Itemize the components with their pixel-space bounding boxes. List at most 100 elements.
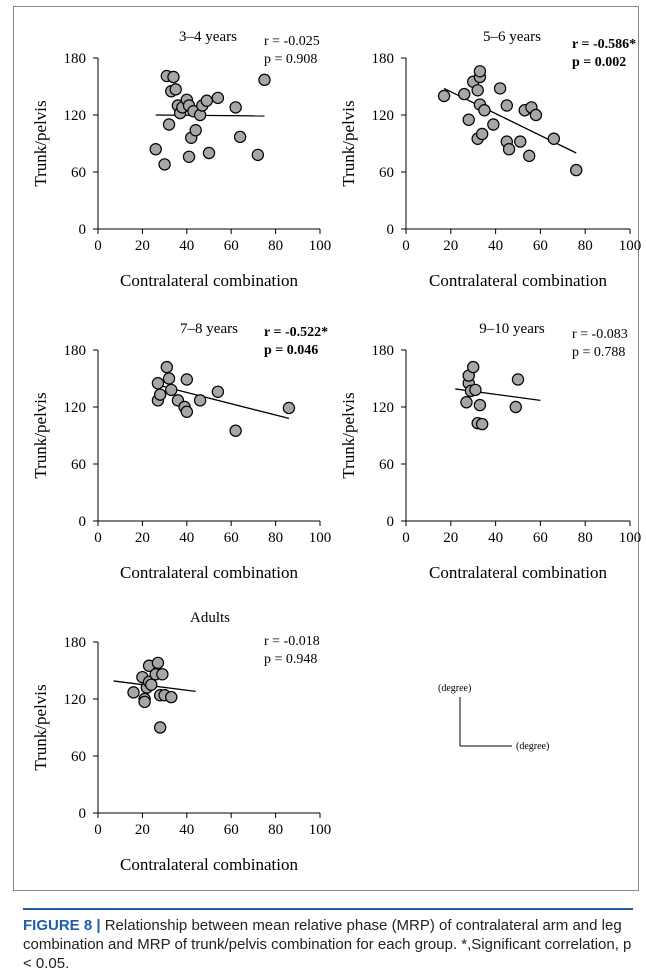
y-axis-label: Trunk/pelvis — [31, 100, 50, 186]
data-point — [182, 150, 196, 163]
data-point — [460, 396, 473, 409]
data-point — [467, 360, 480, 374]
x-tick-label: 40 — [488, 238, 503, 254]
data-point — [158, 158, 171, 171]
data-point — [251, 148, 265, 162]
y-tick-label: 180 — [64, 51, 87, 67]
data-point — [514, 135, 527, 148]
data-point — [153, 388, 167, 401]
panel-title: 3–4 years — [179, 29, 237, 45]
data-point — [149, 142, 162, 156]
x-axis-label: Contralateral combination — [120, 563, 298, 582]
y-tick-label: 120 — [64, 108, 87, 124]
x-tick-label: 100 — [619, 530, 642, 546]
y-tick-label: 120 — [372, 400, 395, 416]
panel-title: 7–8 years — [180, 321, 238, 337]
scatter-panel: 0 60 120 180 0 20 40 60 80 100 Contralateral combi… — [31, 610, 331, 874]
x-tick-label: 80 — [578, 530, 593, 546]
x-tick-label: 100 — [309, 238, 332, 254]
data-point — [229, 101, 242, 114]
data-point — [160, 360, 174, 374]
y-tick-label: 60 — [379, 457, 394, 473]
y-tick-label: 0 — [79, 806, 87, 822]
data-point — [165, 690, 178, 704]
x-tick-label: 20 — [443, 530, 458, 546]
data-point — [471, 84, 484, 97]
data-point — [156, 668, 169, 681]
legend-x-unit: (degree) — [516, 741, 549, 752]
scatter-panel: 0 60 120 180 0 20 40 60 80 100 Contralateral combi… — [339, 321, 641, 582]
x-tick-label: 20 — [443, 238, 458, 254]
x-axis-label: Contralateral combination — [429, 271, 607, 290]
panel-title: Adults — [190, 610, 230, 626]
x-tick-label: 40 — [179, 530, 194, 546]
data-point — [462, 113, 475, 126]
data-point — [180, 405, 193, 418]
y-tick-label: 180 — [372, 343, 395, 359]
x-tick-label: 0 — [94, 238, 102, 254]
correlation-p: p = 0.948 — [264, 652, 317, 667]
data-point — [233, 130, 247, 144]
panel-title: 5–6 years — [483, 29, 541, 45]
correlation-p: p = 0.788 — [572, 345, 625, 360]
data-point — [153, 721, 167, 734]
x-tick-label: 100 — [309, 822, 332, 838]
y-tick-label: 120 — [64, 400, 87, 416]
y-tick-label: 60 — [71, 749, 86, 765]
data-point — [180, 373, 193, 386]
data-point — [165, 383, 178, 397]
x-tick-label: 40 — [488, 530, 503, 546]
x-tick-label: 0 — [402, 238, 410, 254]
data-point — [509, 400, 522, 414]
scatter-panel: 0 60 120 180 0 20 40 60 80 100 Contralateral combi… — [339, 29, 641, 290]
y-axis-label: Trunk/pelvis — [339, 392, 358, 478]
data-point — [211, 91, 225, 105]
data-point — [167, 70, 180, 84]
data-point — [162, 118, 176, 131]
legend-y-unit: (degree) — [438, 683, 471, 694]
data-point — [138, 695, 151, 709]
x-tick-label: 60 — [533, 238, 548, 254]
x-tick-label: 40 — [179, 822, 194, 838]
data-point — [127, 686, 140, 699]
y-tick-label: 0 — [387, 514, 395, 530]
y-axis-label: Trunk/pelvis — [31, 684, 50, 770]
data-point — [547, 132, 561, 145]
data-point — [437, 89, 451, 103]
data-point — [473, 398, 487, 412]
data-point — [200, 94, 213, 107]
x-tick-label: 80 — [268, 238, 283, 254]
x-axis-label: Contralateral combination — [120, 271, 298, 290]
y-tick-label: 0 — [79, 222, 87, 238]
x-tick-label: 100 — [309, 530, 332, 546]
data-point — [473, 65, 487, 78]
x-tick-label: 60 — [224, 238, 239, 254]
data-point — [193, 394, 207, 407]
y-tick-label: 0 — [387, 222, 395, 238]
data-point — [502, 142, 516, 156]
panel-title: 9–10 years — [479, 321, 545, 337]
x-tick-label: 60 — [224, 530, 239, 546]
data-point — [282, 401, 296, 415]
x-tick-label: 80 — [268, 530, 283, 546]
data-point — [211, 385, 225, 398]
figure-caption: FIGURE 8 | Relationship between mean rel… — [23, 916, 633, 973]
data-point — [458, 87, 471, 101]
y-tick-label: 180 — [64, 635, 87, 651]
data-point — [511, 373, 525, 386]
x-axis-label: Contralateral combination — [429, 563, 607, 582]
y-tick-label: 60 — [71, 457, 86, 473]
y-tick-label: 60 — [71, 165, 86, 181]
data-point — [493, 82, 507, 95]
data-point — [475, 417, 489, 431]
correlation-r: r = -0.025 — [264, 34, 320, 49]
data-point — [475, 127, 489, 141]
x-tick-label: 60 — [533, 530, 548, 546]
figure-frame — [13, 6, 639, 891]
correlation-p: p = 0.046 — [264, 343, 318, 358]
y-tick-label: 60 — [379, 165, 394, 181]
y-tick-label: 180 — [372, 51, 395, 67]
data-point — [469, 383, 482, 397]
data-point — [189, 123, 202, 137]
x-axis-label: Contralateral combination — [120, 855, 298, 874]
